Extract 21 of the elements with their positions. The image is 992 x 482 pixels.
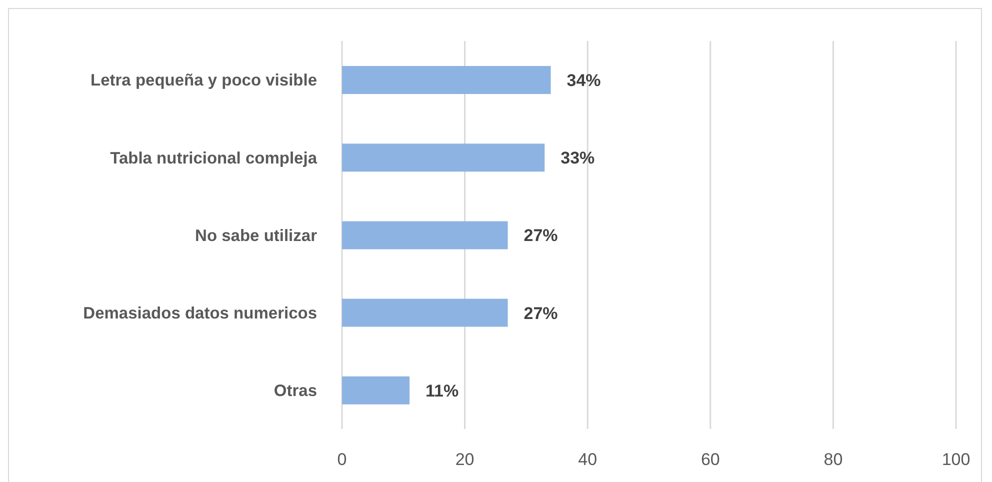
data-label: 34%	[566, 71, 601, 90]
data-label: 27%	[524, 226, 558, 246]
y-tick-label: No sabe utilizar	[195, 226, 318, 245]
bar	[342, 376, 410, 404]
x-tick-label: 80	[824, 450, 843, 470]
data-label: 11%	[426, 381, 459, 400]
y-tick-label: Tabla nutricional compleja	[110, 149, 318, 168]
y-tick-label: Otras	[274, 382, 317, 400]
x-tick-label: 0	[337, 450, 347, 470]
bar	[342, 221, 508, 250]
data-label: 27%	[524, 304, 558, 323]
x-tick-label: 40	[578, 450, 598, 470]
bar	[342, 144, 545, 172]
bar	[342, 66, 551, 94]
x-tick-label: 20	[455, 450, 474, 470]
y-tick-label: Letra pequeña y poco visible	[90, 72, 317, 90]
data-label: 33%	[560, 148, 595, 168]
bar	[342, 298, 508, 327]
y-tick-label: Demasiados datos numericos	[83, 304, 317, 322]
x-tick-label: 100	[942, 450, 970, 470]
x-tick-label: 60	[700, 450, 720, 470]
